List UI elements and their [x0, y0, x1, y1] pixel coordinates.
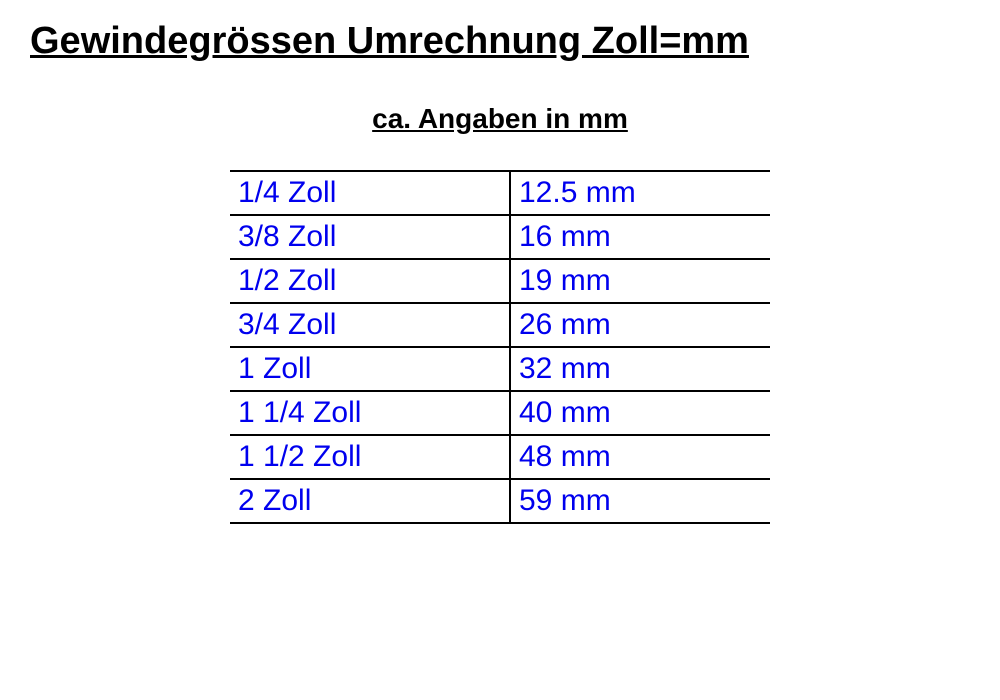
- table-row: 3/4 Zoll 26 mm: [230, 303, 770, 347]
- cell-mm: 12.5 mm: [510, 171, 770, 215]
- cell-mm: 59 mm: [510, 479, 770, 523]
- page-subtitle: ca. Angaben in mm: [30, 103, 970, 135]
- cell-zoll: 1/4 Zoll: [230, 171, 510, 215]
- page-title: Gewindegrössen Umrechnung Zoll=mm: [30, 20, 970, 63]
- cell-zoll: 3/4 Zoll: [230, 303, 510, 347]
- cell-mm: 32 mm: [510, 347, 770, 391]
- table-row: 1 1/2 Zoll 48 mm: [230, 435, 770, 479]
- conversion-table: 1/4 Zoll 12.5 mm 3/8 Zoll 16 mm 1/2 Zoll…: [230, 170, 770, 524]
- table-row: 1 Zoll 32 mm: [230, 347, 770, 391]
- cell-zoll: 1 Zoll: [230, 347, 510, 391]
- table-row: 1 1/4 Zoll 40 mm: [230, 391, 770, 435]
- cell-zoll: 1/2 Zoll: [230, 259, 510, 303]
- table-row: 1/2 Zoll 19 mm: [230, 259, 770, 303]
- table-row: 3/8 Zoll 16 mm: [230, 215, 770, 259]
- table-row: 1/4 Zoll 12.5 mm: [230, 171, 770, 215]
- cell-zoll: 1 1/2 Zoll: [230, 435, 510, 479]
- cell-zoll: 2 Zoll: [230, 479, 510, 523]
- cell-mm: 26 mm: [510, 303, 770, 347]
- cell-mm: 40 mm: [510, 391, 770, 435]
- cell-zoll: 3/8 Zoll: [230, 215, 510, 259]
- cell-mm: 16 mm: [510, 215, 770, 259]
- cell-mm: 48 mm: [510, 435, 770, 479]
- cell-zoll: 1 1/4 Zoll: [230, 391, 510, 435]
- table-row: 2 Zoll 59 mm: [230, 479, 770, 523]
- cell-mm: 19 mm: [510, 259, 770, 303]
